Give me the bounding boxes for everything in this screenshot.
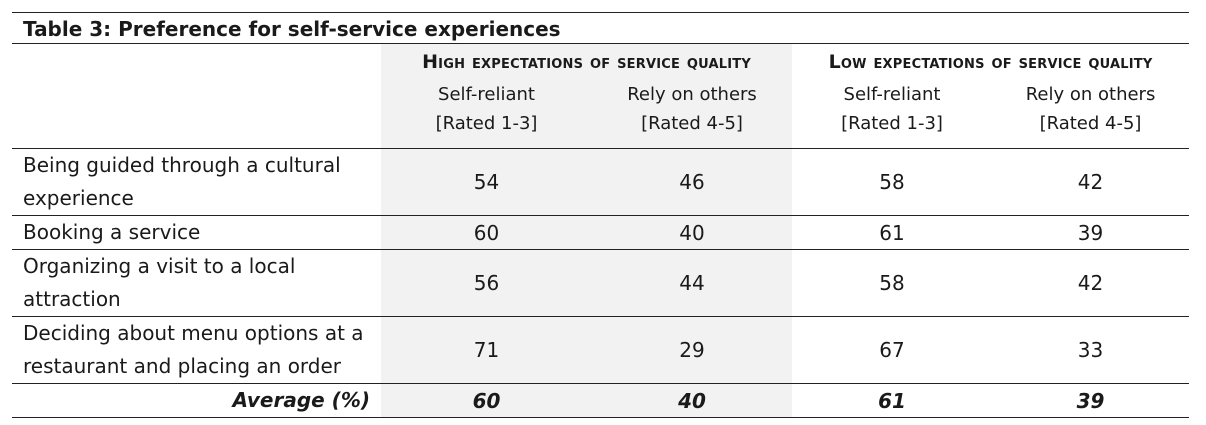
table-row: Booking a service 60 40 61 39 (12, 215, 1190, 250)
subheader-line2: [Rated 1-3] (841, 113, 943, 134)
subheader-row: Self-reliant [Rated 1-3] Rely on others … (12, 80, 1189, 149)
table-cell: 42 (992, 148, 1190, 216)
table-cell: 42 (992, 249, 1190, 317)
average-label: Average (%) (12, 383, 381, 418)
subheader-line2: [Rated 4-5] (1039, 113, 1142, 134)
table-cell: 29 (592, 316, 793, 384)
table-row: Organizing a visit to a local attraction… (12, 249, 1190, 317)
empty-subheader-cell (12, 80, 381, 149)
subheader-low-rely-on-others: Rely on others [Rated 4-5] (992, 80, 1189, 149)
table-cell: 40 (592, 215, 793, 250)
row-label: Organizing a visit to a local attraction (12, 249, 381, 317)
group-header-low: Low expectations of service quality (828, 51, 1153, 73)
table-cell: 60 (381, 215, 592, 250)
table-cell: 46 (592, 148, 793, 216)
empty-header-cell (12, 44, 381, 80)
row-label: Being guided through a cultural experien… (12, 148, 381, 216)
table-cell: 44 (592, 249, 793, 317)
group-header-high: High expectations of service quality (381, 44, 793, 80)
table-title: Table 3: Preference for self-service exp… (12, 12, 1189, 44)
table-cell: 39 (992, 215, 1190, 250)
table-cell: 58 (792, 148, 993, 216)
table-cell: 56 (381, 249, 592, 317)
preference-table: High expectations of service quality Low… (12, 44, 1190, 418)
average-cell: 40 (592, 383, 793, 418)
average-row: Average (%) 60 40 61 39 (12, 383, 1190, 418)
table-cell: 67 (792, 316, 993, 384)
table-row: Deciding about menu options at a restaur… (12, 316, 1190, 384)
table-cell: 33 (992, 316, 1190, 384)
table-cell: 71 (381, 316, 592, 384)
subheader-line2: [Rated 4-5] (641, 113, 743, 134)
table-cell: 54 (381, 148, 592, 216)
subheader-line2: [Rated 1-3] (435, 113, 538, 134)
average-cell: 61 (792, 383, 993, 418)
subheader-line1: Rely on others (627, 84, 757, 105)
group-header-row: High expectations of service quality Low… (12, 44, 1189, 80)
row-label: Deciding about menu options at a restaur… (12, 316, 381, 384)
subheader-high-self-reliant: Self-reliant [Rated 1-3] (381, 80, 592, 149)
table-cell: 58 (792, 249, 993, 317)
average-cell: 39 (992, 383, 1190, 418)
subheader-high-rely-on-others: Rely on others [Rated 4-5] (592, 80, 793, 149)
subheader-low-self-reliant: Self-reliant [Rated 1-3] (792, 80, 992, 149)
subheader-line1: Rely on others (1025, 84, 1156, 105)
table-container: Table 3: Preference for self-service exp… (12, 12, 1190, 418)
subheader-line1: Self-reliant (843, 84, 941, 105)
table-cell: 61 (792, 215, 993, 250)
table-row: Being guided through a cultural experien… (12, 148, 1190, 216)
average-cell: 60 (381, 383, 592, 418)
subheader-line1: Self-reliant (438, 84, 535, 105)
row-label: Booking a service (12, 215, 381, 250)
